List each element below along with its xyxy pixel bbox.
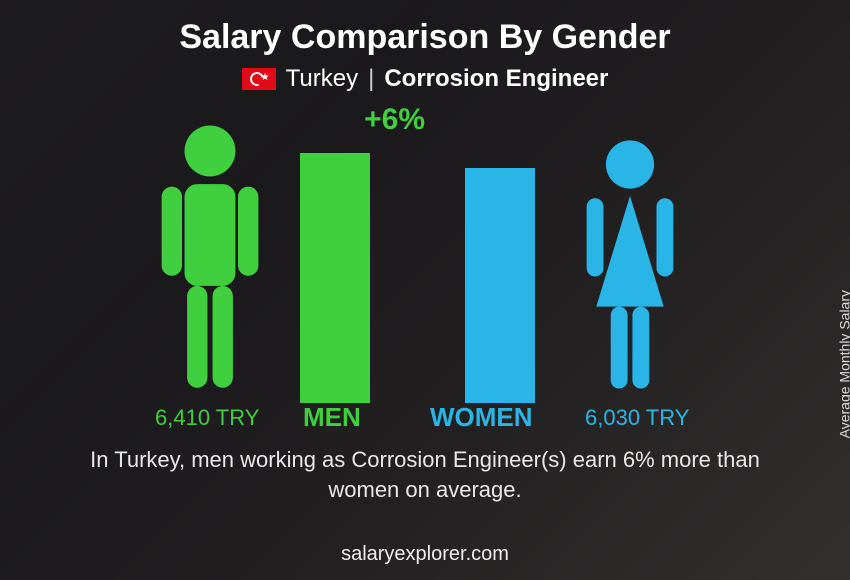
- percent-diff-label: +6%: [364, 103, 425, 137]
- turkey-flag-icon: [242, 68, 276, 90]
- description-text: In Turkey, men working as Corrosion Engi…: [55, 445, 795, 504]
- subtitle-row: Turkey | Corrosion Engineer: [242, 65, 609, 93]
- men-bar: [300, 153, 370, 403]
- male-person-icon: [145, 123, 275, 403]
- men-value-label: 6,410 TRY: [155, 405, 259, 431]
- job-title: Corrosion Engineer: [384, 65, 608, 93]
- chart-area: +6%: [125, 103, 725, 433]
- women-bar: [465, 168, 535, 403]
- country-label: Turkey: [286, 65, 358, 93]
- female-person-icon: [565, 138, 695, 403]
- y-axis-label: Average Monthly Salary: [836, 290, 850, 438]
- separator: |: [368, 65, 374, 93]
- men-category-label: MEN: [303, 402, 361, 433]
- women-category-label: WOMEN: [430, 402, 533, 433]
- women-value-label: 6,030 TRY: [585, 405, 689, 431]
- page-title: Salary Comparison By Gender: [179, 18, 670, 57]
- infographic-container: Salary Comparison By Gender Turkey | Cor…: [0, 0, 850, 580]
- source-footer: salaryexplorer.com: [0, 543, 850, 566]
